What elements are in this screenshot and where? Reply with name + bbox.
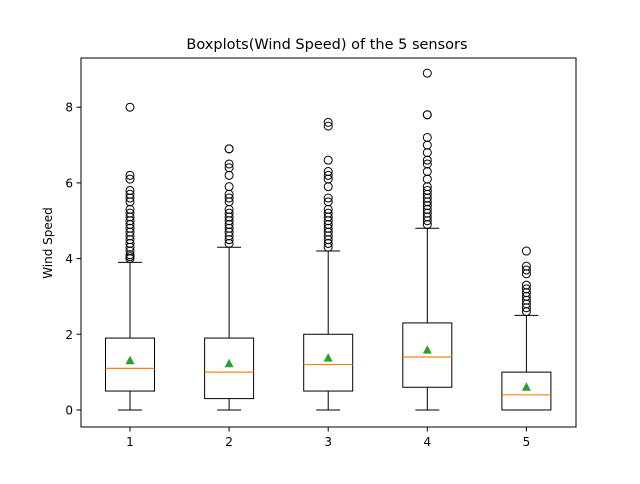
x-tick-label: 2: [225, 435, 233, 449]
y-tick-label: 4: [65, 252, 73, 266]
outlier-point: [422, 148, 432, 158]
outlier-point: [521, 261, 531, 271]
mean-marker: [224, 358, 234, 368]
outlier-point: [323, 208, 333, 218]
outlier-point: [224, 159, 234, 169]
outlier-point: [224, 144, 234, 154]
outlier-point: [422, 140, 432, 150]
box-iqr: [303, 333, 354, 392]
outlier-point: [323, 197, 333, 207]
outlier-point: [125, 189, 135, 199]
outlier-point: [323, 117, 333, 127]
outlier-point: [125, 170, 135, 180]
outlier-point: [323, 182, 333, 192]
box-iqr: [402, 322, 453, 388]
plot-area: 0 2 4 6 8 1 2 3 4 5: [65, 57, 577, 449]
outlier-point: [422, 132, 432, 142]
outlier-point: [323, 193, 333, 203]
outlier-point: [323, 121, 333, 131]
outlier-point: [521, 284, 531, 294]
outlier-point: [323, 167, 333, 177]
x-tick-label: 5: [523, 435, 531, 449]
outlier-point: [323, 170, 333, 180]
outlier-point: [125, 102, 135, 112]
box-iqr: [501, 371, 552, 411]
outlier-point: [224, 182, 234, 192]
box-iqr: [105, 337, 155, 392]
outlier-point: [125, 174, 135, 184]
mean-marker: [125, 355, 135, 365]
outlier-point: [422, 185, 432, 195]
y-axis-label: Wind Speed: [41, 207, 55, 279]
outlier-point: [422, 68, 432, 78]
y-tick-label: 8: [65, 101, 73, 115]
x-tick-label: 1: [126, 435, 134, 449]
y-tick-label: 0: [65, 403, 73, 417]
outlier-point: [224, 163, 234, 173]
x-tick-label: 3: [324, 435, 332, 449]
outlier-point: [224, 170, 234, 180]
y-tick-label: 6: [65, 176, 73, 190]
outlier-point: [422, 167, 432, 177]
x-tick-label: 4: [423, 435, 431, 449]
chart-title: Boxplots(Wind Speed) of the 5 sensors: [186, 37, 467, 53]
outlier-point: [422, 110, 432, 120]
outlier-point: [422, 174, 432, 184]
y-tick-label: 2: [65, 328, 73, 342]
outlier-point: [125, 185, 135, 195]
outlier-point: [422, 159, 432, 169]
outlier-point: [521, 280, 531, 290]
box-iqr: [204, 337, 255, 400]
outlier-point: [224, 193, 234, 203]
outlier-point: [521, 246, 531, 256]
mean-marker: [422, 345, 432, 354]
outlier-point: [521, 265, 531, 275]
outlier-point: [224, 208, 234, 218]
outlier-point: [125, 208, 135, 218]
mean-marker: [521, 382, 531, 391]
outlier-point: [323, 155, 333, 165]
mean-marker: [323, 353, 333, 362]
